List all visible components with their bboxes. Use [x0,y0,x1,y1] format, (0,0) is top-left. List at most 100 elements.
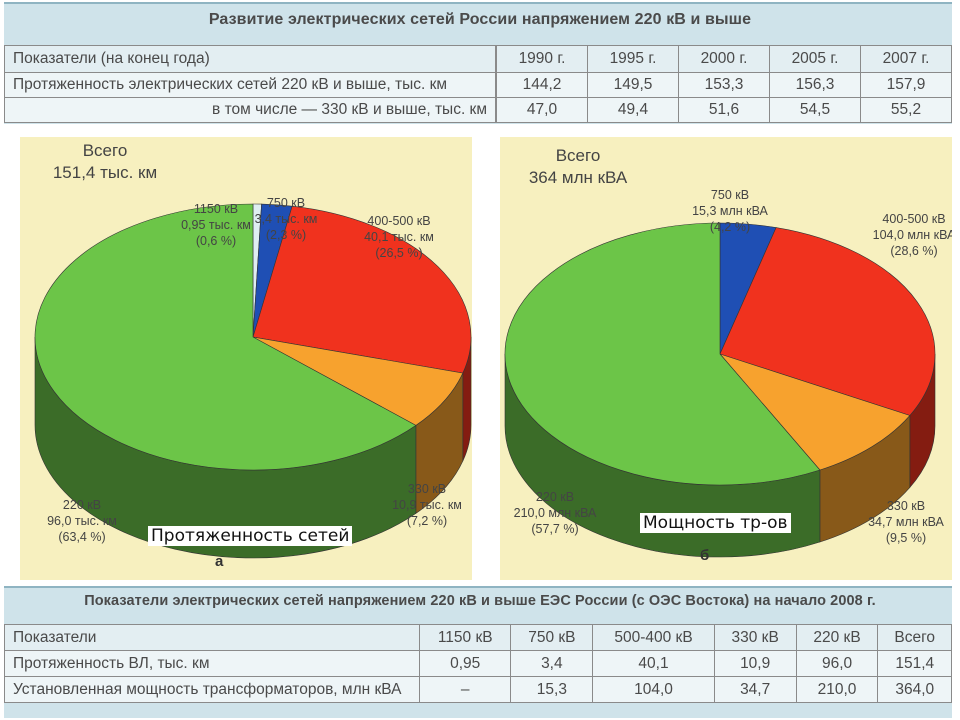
chart-panel-a: Всего 151,4 тыс. км 1150 кВ 0,95 тыс. км (0,… [20,137,472,580]
chart-caption-a: Протяженность сетей [148,526,353,546]
top-header-cell: 1995 г. [587,45,679,73]
table-cell: – [418,676,512,703]
bottom-row-label: Установленная мощность трансформаторов, … [4,676,420,703]
pie-total-line: 151,4 тыс. км [53,163,157,182]
pie-data-label-line: (57,7 %) [531,522,578,536]
pie-data-label-line: (9,5 %) [886,531,926,545]
pie-chart-b: Всего 364 млн кВА 750 кВ 15,3 млн кВА (4,2 %… [504,146,952,558]
bottom-header-cell: Показатели [4,624,420,651]
table-row: 47,0 49,4 51,6 54,5 55,2 [496,97,952,123]
pie-data-label-line: (0,6 %) [196,234,236,248]
pie-total-line: Всего [83,141,128,160]
top-table: Показатели (на конец года) Протяженность… [4,45,496,123]
top-header-cell: Показатели (на конец года) [4,45,496,73]
table-cell: 157,9 [860,72,952,98]
pie-data-label-a-750-: 750 кВ 3,4 тыс. км (2,3 %) [255,196,318,242]
pie-data-label-b-400-500-: 400-500 кВ 104,0 млн кВА (28,6 %) [873,212,952,258]
top-header-cell: 2000 г. [678,45,770,73]
table-cell: 153,3 [678,72,770,98]
top-row-label: Протяженность электрических сетей 220 кВ… [4,72,496,98]
bottom-table-title: Показатели электрических сетей напряжени… [84,593,876,609]
table-cell: 15,3 [510,676,594,703]
bottom-header-cell: Всего [877,624,952,651]
table-row: 144,2 149,5 153,3 156,3 157,9 [496,72,952,98]
table-cell: 3,4 [510,650,594,677]
pie-data-label-a-400-500-: 400-500 кВ 40,1 тыс. км (26,5 %) [364,214,434,260]
pie-data-label-line: (2,3 %) [266,228,306,242]
top-table-values: 1990 г. 1995 г. 2000 г. 2005 г. 2007 г. … [496,45,952,123]
pie-data-label-line: 400-500 кВ [882,212,945,226]
table-cell: 54,5 [769,97,861,123]
pie-total-label-b: Всего 364 млн кВА [529,146,628,187]
pie-data-label-line: 104,0 млн кВА [873,228,952,242]
pie-chart-a: Всего 151,4 тыс. км 1150 кВ 0,95 тыс. км (0,… [34,141,472,559]
pie-total-line: Всего [556,146,601,165]
pie-data-label-a-220-: 220 кВ 96,0 тыс. км (63,4 %) [47,498,117,544]
bottom-header-cell: 1150 кВ [418,624,512,651]
top-header-cell: 2007 г. [860,45,952,73]
top-header-cell: 1990 г. [496,45,588,73]
table-cell: 96,0 [795,650,879,677]
table-cell: 104,0 [592,676,715,703]
pie-data-label-line: 96,0 тыс. км [47,514,117,528]
pie-data-label-line: 220 кВ [63,498,101,512]
pie-data-label-line: 3,4 тыс. км [255,212,318,226]
table-row: Протяженность ВЛ, тыс. км 0,95 3,4 40,1 … [4,650,952,677]
pie-side-walls [34,336,472,559]
table-row: Протяженность электрических сетей 220 кВ… [4,72,496,98]
top-row-label: в том числе — 330 кВ и выше, тыс. км [4,97,496,123]
pie-data-label-line: (4,2 %) [710,220,750,234]
pie-data-label-line: 40,1 тыс. км [364,230,434,244]
bottom-header-cell: 500-400 кВ [592,624,715,651]
pie-total-line: 364 млн кВА [529,168,628,187]
top-table-title: Развитие электрических сетей России напр… [208,11,752,28]
bottom-header-cell: 330 кВ [713,624,797,651]
table-cell: 144,2 [496,72,588,98]
table-row: в том числе — 330 кВ и выше, тыс. км [4,97,496,123]
panel-letter-a: а [215,553,224,570]
panel-letter-b: б [700,547,710,564]
top-table-header: 1990 г. 1995 г. 2000 г. 2005 г. 2007 г. [496,45,952,73]
pie-data-label-line: (7,2 %) [407,514,447,528]
table-cell: 40,1 [592,650,715,677]
pie-top-faces [504,222,936,486]
bottom-header-cell: 750 кВ [510,624,594,651]
pie-data-label-a-1150-: 1150 кВ 0,95 тыс. км (0,6 %) [181,202,251,248]
table-cell: 156,3 [769,72,861,98]
table-cell: 149,5 [587,72,679,98]
pie-slice-a-400-500- [252,205,472,374]
bottom-table-header: Показатели 1150 кВ 750 кВ 500-400 кВ 330… [4,624,952,651]
table-cell: 151,4 [877,650,952,677]
pie-data-label-line: (26,5 %) [375,246,422,260]
pie-data-label-line: 750 кВ [711,188,749,202]
bottom-row-label: Протяженность ВЛ, тыс. км [4,650,420,677]
pie-data-label-line: 15,3 млн кВА [692,204,768,218]
pie-top-faces [34,203,472,471]
chart-panel-b: Всего 364 млн кВА 750 кВ 15,3 млн кВА (4,2 %… [500,137,952,580]
bottom-header-cell: 220 кВ [795,624,879,651]
pie-data-label-line: 330 кВ [408,482,446,496]
table-cell: 364,0 [877,676,952,703]
chart-caption-b: Мощность тр-ов [640,513,791,533]
pie-data-label-line: 10,9 тыс. км [392,498,462,512]
pie-data-label-line: 400-500 кВ [367,214,430,228]
pie-slice-b-330- [719,353,911,471]
pie-data-label-line: 210,0 млн кВА [514,506,597,520]
bottom-table: Показатели 1150 кВ 750 кВ 500-400 кВ 330… [4,624,952,703]
top-table-header: Показатели (на конец года) [4,45,496,73]
pie-data-label-b-330-: 330 кВ 34,7 млн кВА (9,5 %) [868,499,944,545]
table-cell: 210,0 [795,676,879,703]
table-cell: 47,0 [496,97,588,123]
pie-slice-a-220- [34,203,417,471]
table-cell: 49,4 [587,97,679,123]
pie-data-label-b-220-: 220 кВ 210,0 млн кВА (57,7 %) [514,490,597,536]
pie-data-label-line: 0,95 тыс. км [181,218,251,232]
table-cell: 0,95 [418,650,512,677]
pie-data-label-line: (63,4 %) [58,530,105,544]
pie-data-label-line: 34,7 млн кВА [868,515,944,529]
pie-side-walls [504,353,936,558]
pie-data-label-a-330-: 330 кВ 10,9 тыс. км (7,2 %) [392,482,462,528]
pie-data-label-b-750-: 750 кВ 15,3 млн кВА (4,2 %) [692,188,768,234]
table-cell: 10,9 [713,650,797,677]
table-row: Установленная мощность трансформаторов, … [4,676,952,703]
